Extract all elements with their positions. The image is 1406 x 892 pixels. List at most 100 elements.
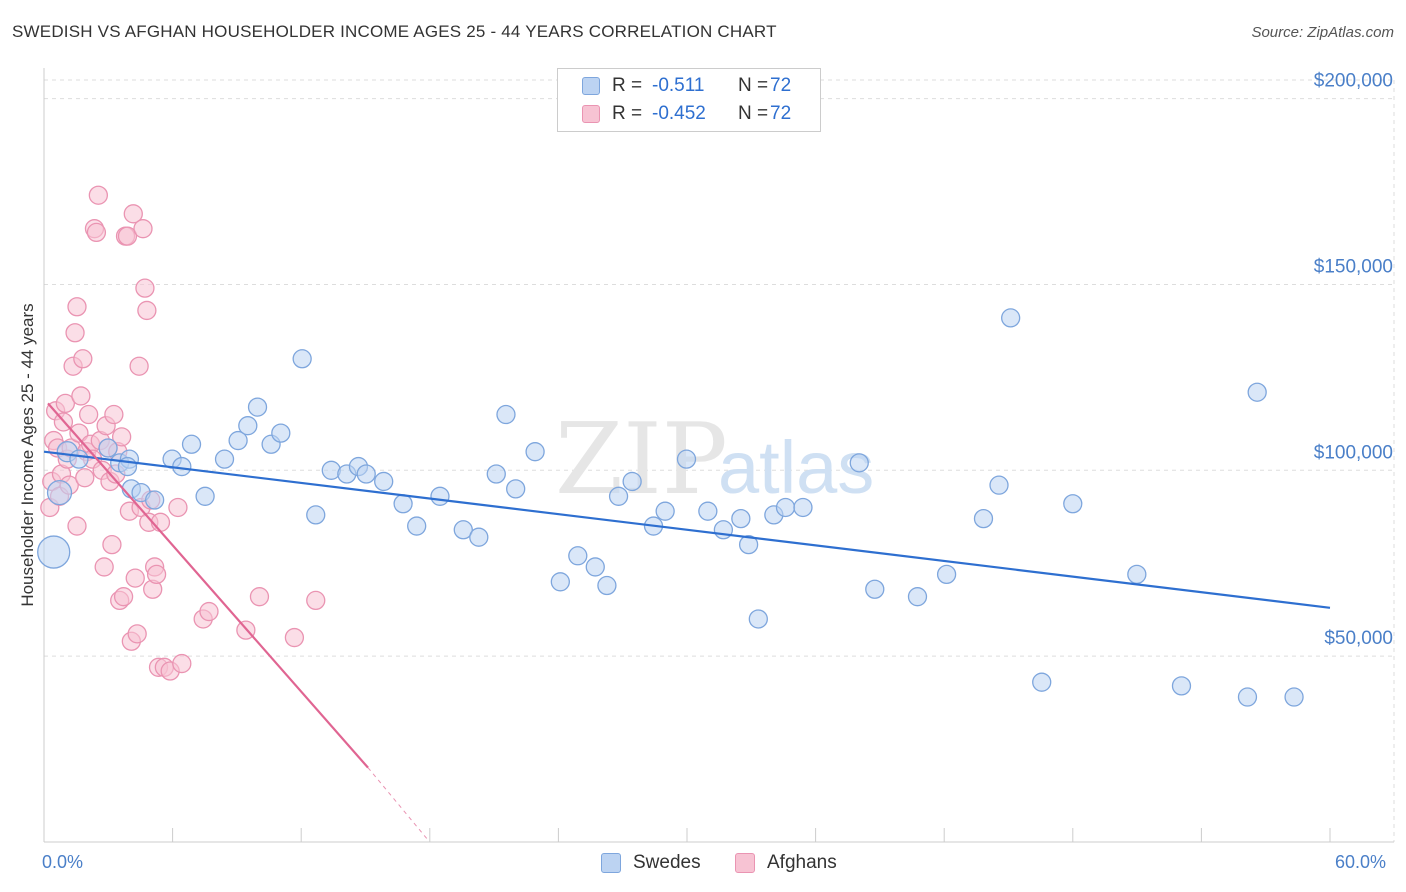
afghans-point [129,356,149,376]
swedes-point [585,557,605,577]
swedes-point [865,579,885,599]
swedes-point [989,475,1009,495]
swedes-point [525,442,545,462]
legend-r-value: -0.511 [652,75,705,96]
afghans-point [137,300,157,321]
swedes-point [238,416,258,436]
swedes-point [46,479,73,506]
swedes-point [306,505,326,525]
afghans-point [102,534,122,555]
swedes-point [550,572,570,592]
swedes-point [676,449,697,469]
legend-n-label: N = [738,75,769,96]
swedes-point [69,449,89,469]
swedes-point [407,516,427,536]
legend-item-afghans[interactable]: Afghans [735,852,837,874]
y-tick-labels: $50,000 $100,000 $150,000 $200,000 [1314,71,1393,650]
afghans-point [104,404,124,425]
afghans-points [40,185,326,681]
afghans-point [88,185,109,205]
chart-title: SWEDISH VS AFGHAN HOUSEHOLDER INCOME AGE… [12,22,777,41]
swedes-point [907,587,928,607]
afghans-point [306,590,326,611]
y-tick-label: $50,000 [1324,628,1393,649]
y-tick-label: $100,000 [1314,442,1393,463]
swedes-point [973,508,994,529]
afghans-point [55,393,76,414]
legend-n-value: 72 [770,103,792,124]
swedes-point [181,434,202,454]
afghans-point [125,568,145,588]
swedes-point [655,501,675,521]
swedes-point [430,486,450,506]
swedes-point [738,534,759,555]
legend-row-afghans: R = -0.452 N = 72 [582,101,791,127]
afghans-point [199,601,219,622]
swedes-point [292,349,312,369]
series-legend: Swedes Afghans [0,852,1406,878]
swedes-point [748,609,768,629]
x-tick-label-max: 60.0% [1335,852,1387,872]
swedes-point [469,527,489,547]
afghans-point [133,219,153,239]
swedes-point [453,520,473,540]
axes [43,68,1394,843]
swedes-point [849,453,869,473]
afghans-trend-line [47,402,369,769]
y-tick-label: $200,000 [1314,71,1393,92]
x-tick-label-min: 0.0% [42,852,84,872]
afghans-point [113,587,134,607]
swedes-swatch [582,77,600,95]
swedes-point [713,520,734,540]
legend-n-label: N = [738,103,769,124]
swedes-point [374,471,394,492]
swedes-point [1247,382,1267,402]
swedes-point [271,423,291,443]
afghans-point [284,627,305,648]
afghans-point [117,226,138,246]
afghans-point [67,516,87,536]
swedes-point [622,471,642,492]
swedes-point [731,508,751,529]
swedes-point [98,438,118,458]
legend-swedes-label: Swedes [633,852,701,873]
swedes-point [37,535,71,569]
legend-row-swedes: R = -0.511 N = 72 [582,73,791,99]
chart-source: Source: ZipAtlas.com [1251,24,1394,41]
afghans-point [71,386,91,406]
swedes-point [1127,564,1147,585]
swedes-point [1284,687,1304,707]
swedes-legend-swatch [601,853,621,873]
swedes-point [496,404,516,425]
afghans-point [111,427,132,447]
legend-r-label: R = [612,103,643,124]
afghans-trend-extension [367,767,429,841]
legend-item-swedes[interactable]: Swedes [601,852,701,874]
afghans-point [73,349,93,369]
swedes-point [1237,687,1258,707]
afghans-point [86,222,107,243]
swedes-point [195,486,215,506]
legend-r-value: -0.452 [652,103,706,124]
swedes-point [214,449,235,469]
swedes-point [144,490,165,510]
afghans-point [123,204,143,224]
legend-r-label: R = [612,75,643,96]
swedes-point [775,497,796,518]
y-tick-label: $150,000 [1314,256,1393,277]
afghans-point [127,624,147,644]
legend-afghans-label: Afghans [767,852,837,873]
swedes-point [597,575,617,596]
afghans-point [94,557,114,577]
swedes-point [486,464,506,484]
afghans-point [249,587,270,607]
afghans-point [146,564,167,585]
afghans-point [67,297,87,317]
swedes-point [356,464,376,484]
swedes-point [393,494,413,514]
watermark: ZIP atlas [555,403,874,517]
swedes-point [608,486,629,506]
trend-lines [43,402,1331,841]
swedes-trend-line [43,450,1331,609]
swedes-point [506,479,526,499]
